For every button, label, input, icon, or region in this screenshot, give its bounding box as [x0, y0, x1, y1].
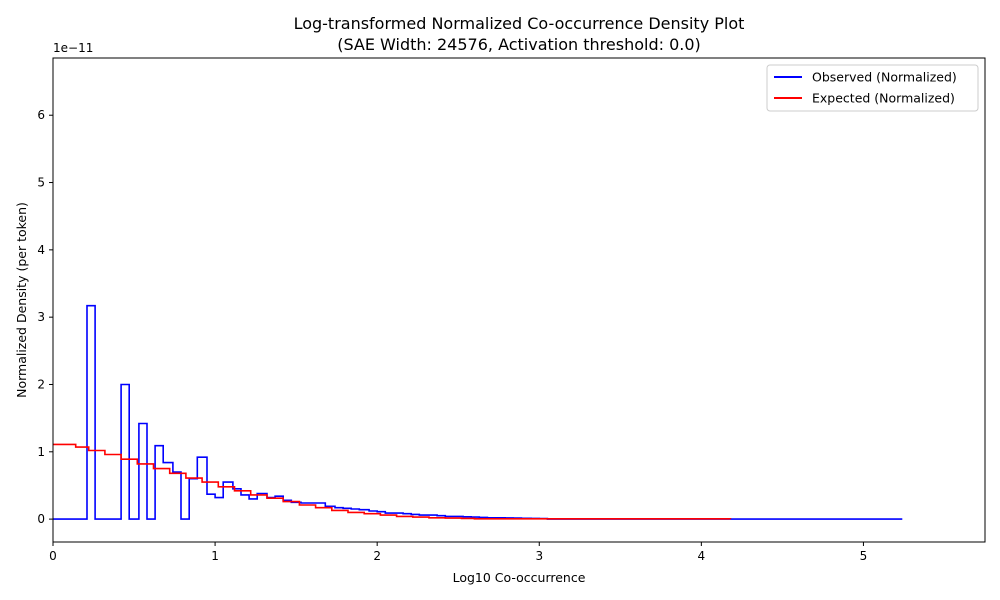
legend-label-expected: Expected (Normalized) [812, 91, 955, 106]
legend-box [766, 64, 979, 112]
y-axis-label: Normalized Density (per token) [14, 202, 29, 398]
x-tick-label: 0 [49, 549, 57, 563]
series-line-observed [53, 304, 903, 520]
y-tick-label: 3 [37, 310, 45, 324]
x-axis-label: Log10 Co-occurrence [453, 570, 586, 585]
x-tick-label: 4 [698, 549, 706, 563]
y-offset-text: 1e−11 [53, 41, 93, 55]
y-tick-label: 5 [37, 176, 45, 190]
y-axis: 0 1 2 3 4 5 6 [37, 108, 53, 526]
x-axis: 0 1 2 3 4 5 [49, 542, 867, 563]
y-tick-label: 4 [37, 243, 45, 257]
legend: Observed (Normalized) Expected (Normaliz… [766, 64, 979, 112]
x-tick-label: 3 [535, 549, 543, 563]
y-tick-label: 0 [37, 512, 45, 526]
x-tick-label: 1 [211, 549, 219, 563]
plot-area [53, 304, 903, 520]
x-tick-label: 5 [860, 549, 868, 563]
y-tick-label: 2 [37, 377, 45, 391]
chart-subtitle: (SAE Width: 24576, Activation threshold:… [337, 35, 701, 54]
chart-title: Log-transformed Normalized Co-occurrence… [294, 14, 745, 33]
plot-frame [52, 57, 986, 543]
legend-label-observed: Observed (Normalized) [812, 70, 957, 85]
x-tick-label: 2 [373, 549, 381, 563]
y-tick-label: 6 [37, 108, 45, 122]
y-tick-label: 1 [37, 445, 45, 459]
series-line-expected [53, 443, 732, 520]
